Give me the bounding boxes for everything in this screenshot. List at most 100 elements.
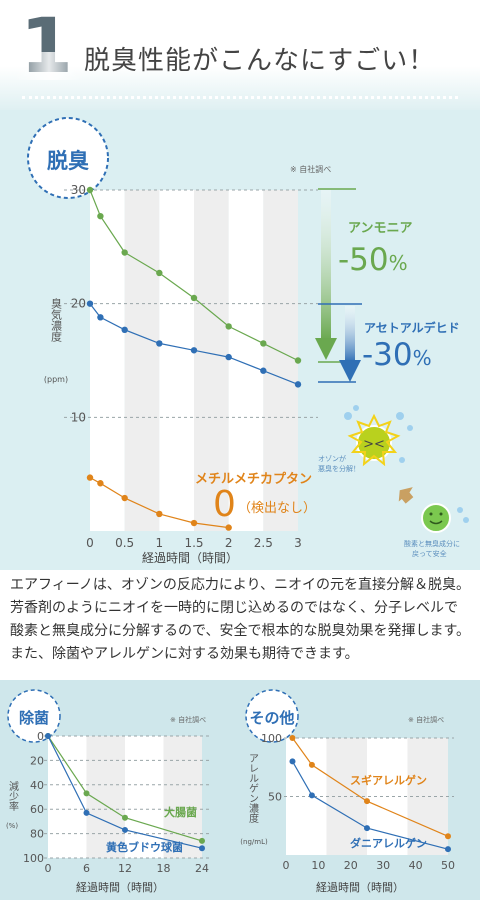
s-ytick-label: 100	[23, 852, 44, 865]
o-data-point	[308, 792, 315, 799]
o-series-line-0	[292, 737, 449, 837]
m-data-point	[97, 480, 104, 487]
m-data-point	[86, 186, 94, 194]
allergen-note: ※ 自社調べ	[408, 715, 444, 724]
s-xtick-label: 12	[118, 862, 132, 875]
acetaldehyde-value: -30%	[362, 337, 432, 373]
smile-molecule-icon	[421, 503, 451, 533]
s-series-line-0	[47, 735, 203, 842]
down-arrow-icon	[398, 487, 414, 504]
acetaldehyde-value-number: -30	[362, 337, 413, 373]
m-data-point	[294, 357, 302, 364]
o-data-point	[445, 846, 451, 853]
m-data-point	[260, 340, 267, 347]
ozone-caption-line2: 悪臭を分解！	[318, 464, 360, 473]
ozone-bubble-icon	[407, 425, 413, 431]
s-plot-band	[125, 736, 164, 858]
allergen-badge	[245, 689, 299, 743]
ozone-illustration: >< オゾンが 悪臭を分解！ 酸素と無臭成分に 戻って安全	[318, 405, 469, 558]
description-section	[0, 570, 480, 680]
ozone-bubble-icon	[353, 405, 359, 411]
o-xtick-label: 40	[409, 859, 423, 872]
sterilize-xlabel: 経過時間（時間）	[76, 881, 164, 894]
allergen-xlabel: 経過時間（時間）	[316, 881, 404, 894]
description-line: エアフィーノは、オゾンの反応力により、ニオイの元を直接分解＆脱臭。	[10, 577, 471, 593]
m-xtick-label: 2	[225, 536, 233, 550]
mite-label: ダニアレルゲン	[350, 836, 427, 850]
s-plot-band	[163, 736, 202, 858]
m-data-point	[86, 474, 94, 481]
staph-label: 黄色ブドウ球菌	[106, 840, 183, 854]
ozone-caption-line1: オゾンが	[318, 454, 346, 463]
description-line: 酸素と無臭成分に分解するので、安全で根本的な脱臭効果を発揮します。	[10, 623, 471, 639]
number-highlight	[14, 52, 84, 80]
methyl-mercaptan-unit: （検出なし）	[238, 501, 316, 516]
smile-eye-icon	[429, 512, 433, 516]
methyl-mercaptan-label: メチルメチカプタン	[195, 472, 312, 487]
m-data-point	[225, 353, 232, 361]
o-ytick-label: 50	[268, 791, 282, 804]
m-xtick-label: 0	[86, 536, 94, 550]
deodorize-badge-label: 脱臭	[47, 149, 89, 173]
smile-mouth-icon	[429, 520, 443, 525]
m-plot-band	[263, 190, 298, 531]
allergen-ylabel: アレルゲン濃度	[247, 753, 259, 824]
header: 1 脱臭性能がこんなにすごい！	[0, 0, 480, 110]
o-xtick-label: 0	[283, 859, 290, 872]
s-data-point	[45, 733, 51, 739]
acetaldehyde-label: アセトアルデヒド	[364, 320, 460, 335]
acetaldehyde-value-unit: %	[413, 346, 432, 370]
o-data-point	[364, 825, 370, 832]
deodorize-badge	[27, 117, 109, 199]
smile-eye-icon	[439, 512, 443, 516]
sterilize-badge	[7, 689, 61, 743]
ammonia-value: -50%	[338, 242, 408, 278]
m-data-point	[156, 269, 163, 277]
ozone-bubble-icon	[396, 412, 404, 420]
m-xtick-label: 2.5	[254, 536, 273, 550]
s-series-line-1	[47, 735, 203, 849]
o-xtick-label: 50	[441, 859, 455, 872]
ammonia-value-number: -50	[338, 242, 389, 278]
acetaldehyde-arrow-head	[339, 360, 361, 382]
m-plot-band	[194, 190, 229, 531]
deodorize-xlabel: 経過時間（時間）	[142, 551, 238, 565]
s-ytick-label: 80	[30, 828, 44, 841]
m-data-point	[86, 300, 94, 307]
s-data-point	[83, 790, 90, 797]
acetaldehyde-arrow-shaft	[345, 306, 355, 362]
ammonia-value-unit: %	[389, 251, 408, 275]
o-data-point	[289, 758, 296, 765]
ozone-bubble-icon	[344, 412, 352, 420]
sterilize-badge-label: 除菌	[19, 709, 49, 727]
m-xtick-label: 1.5	[184, 536, 203, 550]
m-data-point	[190, 347, 198, 354]
s-data-point	[199, 845, 205, 852]
m-data-point	[156, 510, 163, 518]
m-data-point	[121, 249, 128, 256]
m-data-point	[260, 367, 267, 374]
cedar-label: スギアレルゲン	[350, 773, 427, 787]
m-data-point	[121, 326, 128, 334]
description-line: 芳香剤のようにニオイを一時的に閉じ込めるのではなく、分子レベルで	[10, 600, 458, 616]
ammonia-arrow-shaft	[321, 190, 331, 340]
m-series-line-1	[89, 303, 299, 385]
m-data-point	[225, 323, 232, 330]
m-data-point	[97, 314, 104, 321]
safe-caption-line2: 戻って安全	[412, 549, 447, 558]
angry-face-icon: ><	[363, 437, 385, 452]
m-data-point	[225, 524, 232, 531]
m-xtick-label: 0.5	[115, 536, 134, 550]
ammonia-label: アンモニア	[348, 221, 412, 236]
s-ytick-label: 20	[30, 754, 44, 767]
m-xtick-label: 1	[156, 536, 164, 550]
s-data-point	[122, 826, 128, 833]
o-xtick-label: 30	[376, 859, 390, 872]
s-xtick-label: 6	[83, 862, 90, 875]
o-data-point	[364, 798, 370, 805]
s-ytick-label: 60	[30, 803, 44, 816]
sterilize-note: ※ 自社調べ	[170, 715, 206, 724]
